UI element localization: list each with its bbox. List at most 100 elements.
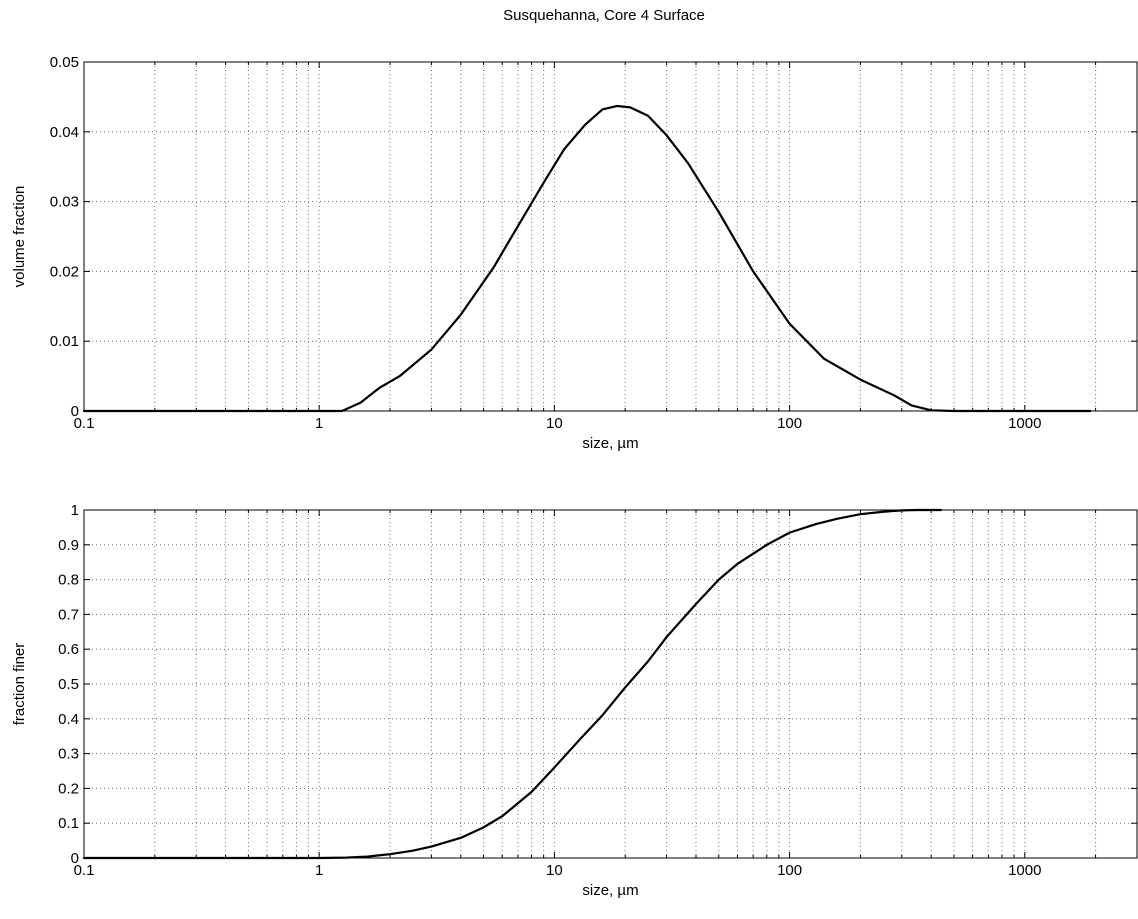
volume-fraction-plot-area xyxy=(84,62,1137,411)
fraction-finer-plot-area xyxy=(84,510,1137,858)
volume-fraction-xtick-label: 1 xyxy=(315,415,323,432)
fraction-finer-panel: 0.1 1 10 100 100000.10.20.30.40.50.60.70.80.… xyxy=(11,502,1138,899)
volume-fraction-data-point xyxy=(399,375,401,377)
fraction-finer-ytick-label: 1 xyxy=(71,502,79,519)
volume-fraction-data-point xyxy=(318,410,320,412)
volume-fraction-data-point xyxy=(823,358,825,360)
volume-fraction-data-point xyxy=(430,348,433,351)
fraction-finer-data-point xyxy=(647,660,649,662)
fraction-finer-series-points xyxy=(83,509,942,859)
volume-fraction-data-point xyxy=(492,267,494,269)
fraction-finer-data-point xyxy=(695,603,697,605)
volume-fraction-data-point xyxy=(859,378,861,381)
fraction-finer-data-point xyxy=(859,513,861,515)
volume-fraction-ylabel: volume fraction xyxy=(11,186,28,288)
volume-fraction-data-point xyxy=(517,225,519,227)
fraction-finer-ytick-label: 0.2 xyxy=(58,780,79,797)
volume-fraction-data-point xyxy=(616,105,618,107)
fraction-finer-ytick-label: 0.4 xyxy=(58,711,79,728)
volume-fraction-data-point xyxy=(563,148,565,150)
volume-fraction-data-point xyxy=(718,211,720,213)
volume-fraction-data-point xyxy=(378,387,380,389)
volume-fraction-data-point xyxy=(910,404,913,407)
fraction-finer-ytick-label: 0.8 xyxy=(58,572,79,589)
fraction-finer-xtick-label: 10 xyxy=(546,862,563,879)
volume-fraction-ytick-label: 0.04 xyxy=(50,124,79,141)
fraction-finer-data-point xyxy=(624,686,626,689)
fraction-finer-xtick-label: 100 xyxy=(777,862,802,879)
fraction-finer-data-point xyxy=(601,714,603,716)
fraction-finer-data-point xyxy=(666,636,668,638)
volume-fraction-data-point xyxy=(601,108,603,111)
volume-fraction-data-point xyxy=(1024,410,1026,412)
volume-fraction-data-point xyxy=(894,395,896,397)
volume-fraction-series-line xyxy=(82,104,1092,413)
volume-fraction-data-point xyxy=(360,402,362,404)
volume-fraction-ytick-label: 0.03 xyxy=(50,194,79,211)
chart-title: Susquehanna, Core 4 Surface xyxy=(503,7,705,24)
volume-fraction-data-point xyxy=(752,270,754,272)
volume-fraction-data-point xyxy=(584,124,586,126)
volume-fraction-xtick-label: 10 xyxy=(546,415,563,432)
fraction-finer-ytick-label: 0.5 xyxy=(58,676,79,693)
volume-fraction-xlabel: size, µm xyxy=(582,435,638,452)
fraction-finer-data-point xyxy=(501,815,503,817)
fraction-finer-data-point xyxy=(836,518,839,520)
fraction-finer-data-point xyxy=(366,856,368,858)
fraction-finer-data-point xyxy=(718,579,720,581)
fraction-finer-ytick-label: 0.6 xyxy=(58,641,79,658)
fraction-finer-data-point xyxy=(83,857,85,859)
fraction-finer-ytick-label: 0.7 xyxy=(58,606,79,623)
fraction-finer-data-point xyxy=(430,845,433,848)
fraction-finer-data-point xyxy=(815,523,817,525)
fraction-finer-data-point xyxy=(318,857,320,859)
volume-fraction-data-point xyxy=(687,162,689,164)
volume-fraction-axes-box xyxy=(83,61,1138,412)
fraction-finer-data-point xyxy=(901,509,903,511)
fraction-finer-xtick-label: 1000 xyxy=(1008,862,1041,879)
volume-fraction-series-points xyxy=(83,105,1091,412)
volume-fraction-data-point xyxy=(788,323,791,325)
volume-fraction-data-point xyxy=(341,410,343,412)
fraction-finer-data-point xyxy=(766,544,768,546)
volume-fraction-panel: 0.1 1 10 100 1000 0 0.01 0.02 0.03 0.04 0.05 size, … xyxy=(11,54,1138,452)
volume-fraction-ytick-label: 0.05 xyxy=(50,54,79,71)
fraction-finer-xtick-label: 0.1 xyxy=(74,862,95,879)
fraction-finer-data-point xyxy=(345,857,347,859)
volume-fraction-ytick-label: 0 xyxy=(71,403,79,420)
fraction-finer-data-point xyxy=(482,826,485,828)
volume-fraction-xtick-label: 0.1 xyxy=(74,415,95,432)
fraction-finer-data-point xyxy=(389,853,391,855)
fraction-finer-data-point xyxy=(788,532,791,534)
fraction-finer-ytick-label: 0.1 xyxy=(58,815,79,832)
volume-fraction-data-point xyxy=(666,134,668,136)
fraction-finer-data-point xyxy=(412,850,414,852)
fraction-finer-ytick-label: 0.9 xyxy=(58,537,79,554)
fraction-finer-ylabel: fraction finer xyxy=(11,643,28,726)
volume-fraction-data-point xyxy=(460,314,462,316)
volume-fraction-ytick-label: 0.02 xyxy=(50,263,79,280)
fraction-finer-data-point xyxy=(882,511,884,513)
fraction-finer-data-point xyxy=(736,563,739,565)
fraction-finer-ytick-label: 0.3 xyxy=(58,746,79,763)
fraction-finer-ytick-label: 0 xyxy=(71,850,79,867)
volume-fraction-data-point xyxy=(83,410,85,412)
fraction-finer-data-point xyxy=(553,766,555,769)
volume-fraction-data-point xyxy=(629,106,631,108)
fraction-finer-data-point xyxy=(530,791,533,793)
volume-fraction-data-point xyxy=(1089,410,1091,412)
volume-fraction-data-point xyxy=(953,410,955,412)
volume-fraction-data-point xyxy=(647,115,649,117)
volume-fraction-xtick-label: 1000 xyxy=(1008,415,1041,432)
fraction-finer-data-point xyxy=(916,509,919,511)
fraction-finer-data-point xyxy=(460,837,462,839)
volume-fraction-ytick-label: 0.01 xyxy=(50,333,79,350)
volume-fraction-data-point xyxy=(543,182,545,184)
volume-fraction-data-point xyxy=(930,409,932,411)
fraction-finer-xlabel: size, µm xyxy=(582,882,638,899)
fraction-finer-data-point xyxy=(580,737,582,739)
volume-fraction-xtick-label: 100 xyxy=(777,415,802,432)
fraction-finer-xtick-label: 1 xyxy=(315,862,323,879)
